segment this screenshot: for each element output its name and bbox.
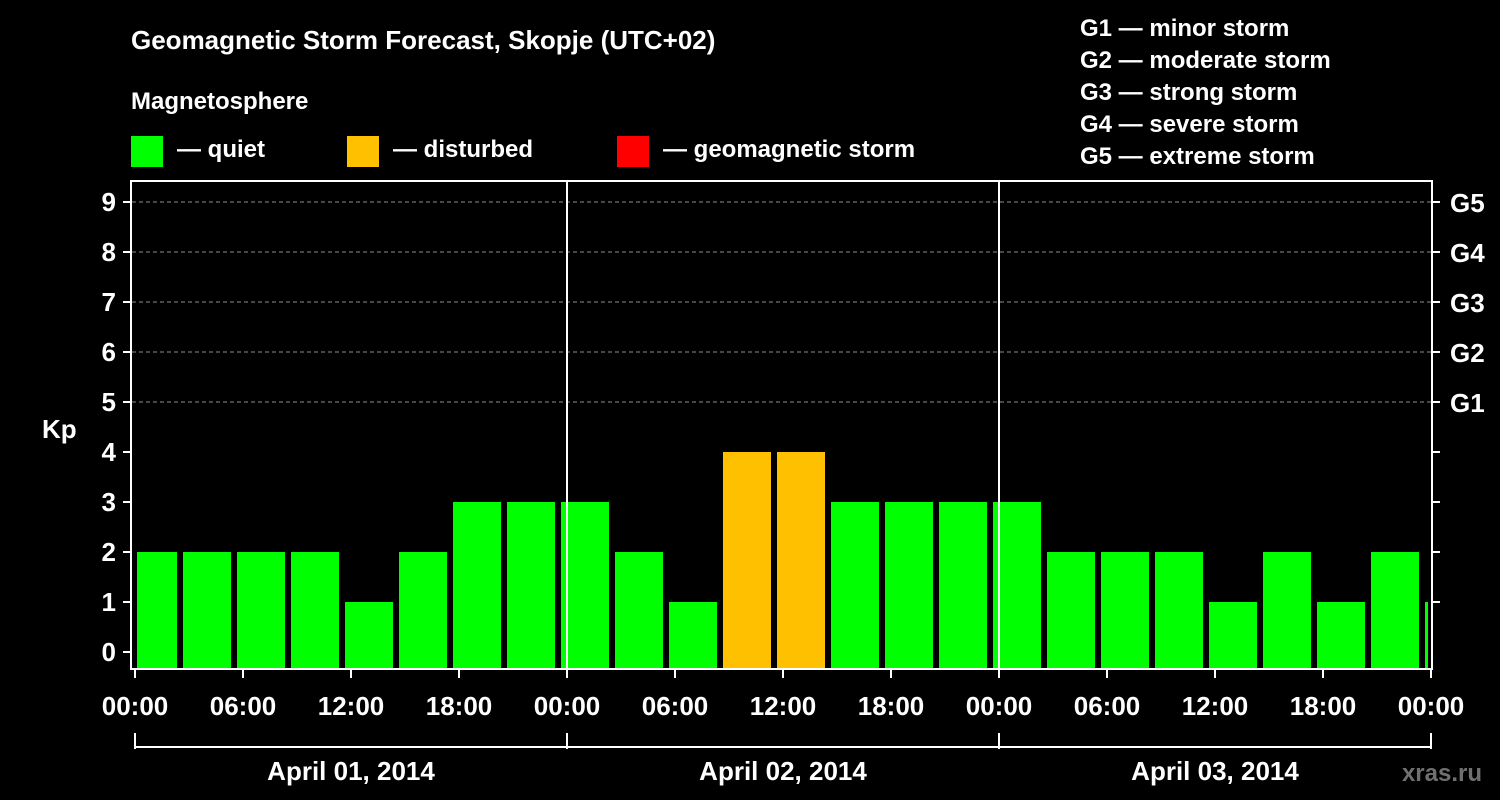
- y-tick-label: 8: [102, 237, 116, 267]
- x-tick-label: 18:00: [858, 691, 925, 721]
- x-tick-label: 12:00: [1182, 691, 1249, 721]
- legend-swatch-disturbed: [347, 136, 379, 167]
- kp-bar: [777, 452, 825, 668]
- day-axis: April 01, 2014 April 02, 2014 April 03, 20…: [134, 733, 1432, 786]
- gridlines: [132, 201, 1431, 403]
- kp-bar: [561, 502, 609, 668]
- x-tick-label: 00:00: [966, 691, 1033, 721]
- kp-bar: [615, 552, 663, 668]
- kp-bar: [137, 552, 177, 668]
- kp-bar: [993, 502, 1041, 668]
- x-tick-label: 06:00: [642, 691, 709, 721]
- storm-scale-g5: G5 — extreme storm: [1080, 143, 1315, 170]
- day-label: April 03, 2014: [1131, 756, 1299, 786]
- y-tick-label: 1: [102, 587, 116, 617]
- g-scale-label: G1: [1450, 388, 1485, 418]
- x-tick-label: 00:00: [1398, 691, 1465, 721]
- y-axis: 0 1 2 3 4 5 6 7 8 9: [102, 187, 131, 667]
- g-scale-label: G4: [1450, 238, 1485, 268]
- kp-bar: [885, 502, 933, 668]
- legend-label-quiet: — quiet: [177, 136, 265, 163]
- kp-bar: [1209, 602, 1257, 668]
- x-tick-label: 06:00: [1074, 691, 1141, 721]
- g-scale-axis: G1 G2 G3 G4 G5: [1432, 188, 1485, 603]
- legend-label-storm: — geomagnetic storm: [663, 136, 915, 163]
- kp-bar: [1425, 602, 1428, 668]
- y-tick-label: 3: [102, 487, 116, 517]
- kp-bar: [831, 502, 879, 668]
- kp-bar: [237, 552, 285, 668]
- x-tick-label: 00:00: [102, 691, 169, 721]
- kp-bar: [507, 502, 555, 668]
- x-tick-label: 18:00: [1290, 691, 1357, 721]
- bars: [137, 452, 1428, 668]
- plot-frame: [130, 180, 1433, 670]
- x-tick-label: 00:00: [534, 691, 601, 721]
- y-tick-label: 2: [102, 537, 116, 567]
- day-separators: [566, 181, 1000, 669]
- y-tick-label: 0: [102, 637, 116, 667]
- chart-title: Geomagnetic Storm Forecast, Skopje (UTC+…: [131, 25, 715, 55]
- kp-bar: [399, 552, 447, 668]
- day-label: April 02, 2014: [699, 756, 867, 786]
- kp-bar: [669, 602, 717, 668]
- y-axis-label: Kp: [42, 414, 77, 444]
- storm-scale-legend: G1 — minor storm G2 — moderate storm G3 …: [1080, 15, 1331, 170]
- kp-bar: [1047, 552, 1095, 668]
- kp-bar: [939, 502, 987, 668]
- y-tick-label: 6: [102, 337, 116, 367]
- legend-swatch-quiet: [131, 136, 163, 167]
- g-scale-label: G5: [1450, 188, 1485, 218]
- watermark: xras.ru: [1402, 760, 1482, 787]
- y-tick-label: 4: [102, 437, 117, 467]
- legend: — quiet — disturbed — geomagnetic storm: [131, 136, 915, 167]
- g-scale-label: G3: [1450, 288, 1485, 318]
- storm-scale-g4: G4 — severe storm: [1080, 111, 1299, 138]
- day-label: April 01, 2014: [267, 756, 435, 786]
- legend-heading: Magnetosphere: [131, 88, 308, 115]
- kp-bar: [291, 552, 339, 668]
- legend-label-disturbed: — disturbed: [393, 136, 533, 163]
- kp-bar: [453, 502, 501, 668]
- y-tick-label: 5: [102, 387, 116, 417]
- y-tick-label: 7: [102, 287, 116, 317]
- x-tick-label: 18:00: [426, 691, 493, 721]
- kp-bar: [1317, 602, 1365, 668]
- x-tick-label: 12:00: [750, 691, 817, 721]
- x-axis: 00:00 06:00 12:00 18:00 00:00 06:00 12:00 18:00…: [102, 669, 1465, 721]
- storm-scale-g3: G3 — strong storm: [1080, 79, 1297, 106]
- kp-bar: [723, 452, 771, 668]
- kp-bar: [345, 602, 393, 668]
- kp-bar: [1371, 552, 1419, 668]
- storm-scale-g1: G1 — minor storm: [1080, 15, 1289, 42]
- legend-swatch-storm: [617, 136, 649, 167]
- kp-bar: [1155, 552, 1203, 668]
- kp-bar: [1101, 552, 1149, 668]
- kp-bar: [183, 552, 231, 668]
- storm-scale-g2: G2 — moderate storm: [1080, 47, 1331, 74]
- g-scale-label: G2: [1450, 338, 1485, 368]
- x-tick-label: 06:00: [210, 691, 277, 721]
- kp-bar: [1263, 552, 1311, 668]
- x-tick-label: 12:00: [318, 691, 385, 721]
- y-tick-label: 9: [102, 187, 116, 217]
